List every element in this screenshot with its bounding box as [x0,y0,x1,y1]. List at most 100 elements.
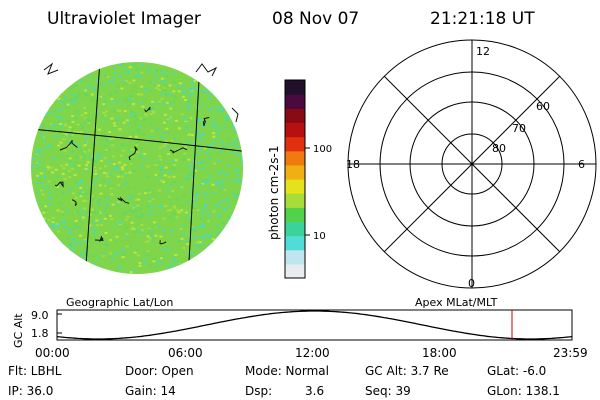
image-pixel [148,191,152,194]
image-pixel [196,246,200,249]
image-pixel [198,120,202,123]
image-pixel [42,77,46,80]
image-pixel [89,211,93,214]
image-pixel [97,257,100,260]
image-pixel [153,102,157,105]
longitude-line [84,62,101,274]
image-pixel [181,95,185,98]
image-pixel [69,132,73,135]
image-pixel [52,124,56,127]
image-pixel [209,234,212,237]
image-pixel [36,174,39,177]
image-pixel [99,95,102,98]
image-pixel [97,157,101,160]
image-pixel [160,93,164,95]
image-pixel [115,235,119,238]
image-pixel [93,233,97,236]
image-pixel [82,106,86,109]
image-pixel [153,224,157,227]
image-pixel [172,90,176,93]
image-pixel [168,184,172,187]
alt-xtick-2359: 23:59 [553,346,588,360]
image-pixel [225,103,229,106]
image-pixel [167,249,170,252]
image-pixel [163,84,167,87]
image-pixel [201,89,205,92]
image-pixel [43,226,47,229]
image-pixel [173,207,177,209]
color-bar: 100 10 photon cm-2s-1 [267,79,332,279]
image-pixel [88,270,92,273]
image-pixel [133,251,137,254]
image-pixel [55,209,59,212]
image-pixel [55,108,59,111]
image-pixel [54,135,58,138]
image-pixel [188,173,192,176]
image-pixel [62,167,66,170]
image-pixel [131,206,135,209]
image-pixel [166,190,170,193]
image-pixel [225,79,229,82]
image-pixel [105,206,109,209]
image-pixel [181,265,185,268]
alt-xtick-1800: 18:00 [422,346,457,360]
image-pixel [180,237,184,240]
image-pixel [73,261,77,264]
image-pixel [49,198,53,201]
image-pixel [43,219,47,222]
image-pixel [80,190,84,193]
image-pixel [124,226,128,229]
image-pixel [39,172,43,175]
image-pixel [143,158,146,161]
image-pixel [148,237,152,240]
image-pixel [187,140,191,143]
image-pixel [237,67,240,70]
image-pixel [163,103,167,106]
image-pixel [125,142,129,145]
mlt-diagonal [383,75,561,253]
image-pixel [174,254,178,256]
image-pixel [41,149,45,152]
image-pixel [45,146,49,149]
image-pixel [121,250,125,253]
image-pixel [217,255,221,258]
image-pixel [47,248,51,251]
image-pixel [163,121,166,124]
image-pixel [129,271,133,274]
image-pixel [216,182,220,185]
image-pixel [209,144,213,147]
image-pixel [108,79,112,82]
image-pixel [59,155,63,158]
image-pixel [55,132,59,135]
image-pixel [133,115,137,118]
image-pixel [171,265,175,268]
image-pixel [145,258,148,261]
color-bar-frame [284,79,306,279]
image-pixel [186,178,190,181]
image-pixel [212,135,216,138]
image-pixel [159,158,163,161]
image-pixel [235,71,239,73]
image-pixel [204,203,208,206]
image-pixel [173,95,177,98]
image-pixel [123,211,127,214]
image-pixel [213,142,217,145]
image-pixel [75,181,79,184]
image-pixel [206,179,210,182]
image-pixel [105,243,109,246]
image-pixel [182,158,186,161]
image-pixel [203,91,207,94]
image-pixel [136,150,140,153]
image-pixel [159,173,163,176]
image-pixel [194,167,198,170]
image-pixel [65,106,69,109]
image-pixel [207,108,211,111]
image-pixel [202,81,205,83]
image-pixel [64,133,68,136]
image-pixel [139,207,143,210]
image-pixel [92,166,96,169]
image-pixel [189,98,193,101]
image-pixel [161,88,165,91]
coastline-segment [128,146,138,161]
image-pixel [138,264,142,267]
